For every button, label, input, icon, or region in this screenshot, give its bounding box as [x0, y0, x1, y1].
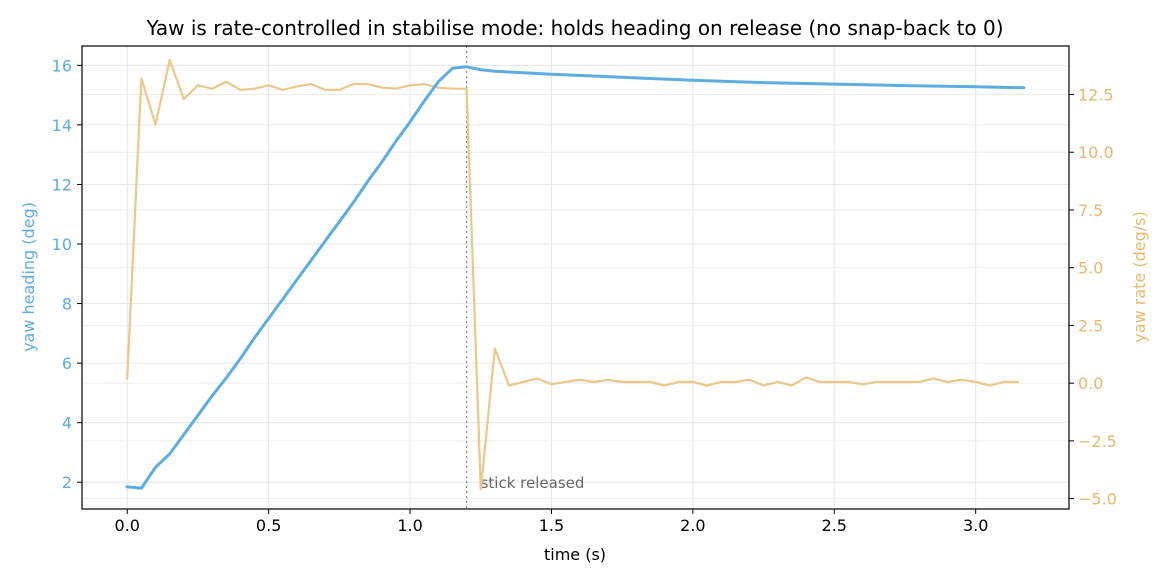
series-layer — [125, 58, 1026, 491]
y-right-tick-label: 12.5 — [1078, 85, 1114, 104]
y-right-tick-label: −2.5 — [1078, 432, 1117, 451]
y-right-tick-label: 10.0 — [1078, 143, 1114, 162]
y-axis-left: 2 4 6 8 10 12 14 16 — [52, 56, 82, 492]
y-axis-left-title: yaw heading (deg) — [19, 202, 38, 352]
x-axis-title: time (s) — [544, 545, 606, 564]
y-axis-right-title: yaw rate (deg/s) — [1130, 211, 1149, 342]
stick-release-label: stick released — [481, 474, 585, 492]
x-tick-label: 1.0 — [397, 516, 422, 535]
y-left-tick-label: 14 — [52, 116, 72, 135]
x-axis: 0.0 0.5 1.0 1.5 2.0 2.5 3.0 — [115, 509, 988, 535]
y-left-tick-label: 10 — [52, 235, 72, 254]
y-right-tick-label: 0.0 — [1078, 374, 1103, 393]
plot-frame — [81, 45, 1070, 510]
x-tick-label: 0.0 — [115, 516, 140, 535]
y-left-tick-label: 6 — [62, 354, 72, 373]
y-right-tick-label: −5.0 — [1078, 490, 1117, 509]
y-left-tick-label: 16 — [52, 56, 72, 75]
x-tick-label: 0.5 — [256, 516, 281, 535]
chart-title: Yaw is rate-controlled in stabilise mode… — [145, 16, 1003, 40]
y-left-tick-label: 12 — [52, 175, 72, 194]
series-line-yaw-heading — [125, 65, 1026, 490]
series-line-yaw-rate — [126, 58, 1020, 491]
y-left-tick-label: 8 — [62, 295, 72, 314]
y-right-tick-label: 5.0 — [1078, 259, 1103, 278]
x-tick-label: 2.0 — [680, 516, 705, 535]
annotation-layer: stick released — [466, 46, 585, 509]
y-left-tick-label: 4 — [62, 414, 72, 433]
y-right-tick-label: 7.5 — [1078, 201, 1103, 220]
y-axis-right: −5.0 −2.5 0.0 2.5 5.0 7.5 10.0 12.5 — [1069, 85, 1117, 509]
y-left-tick-label: 2 — [62, 473, 72, 492]
y-right-tick-label: 2.5 — [1078, 316, 1103, 335]
x-tick-label: 2.5 — [822, 516, 847, 535]
x-tick-label: 3.0 — [963, 516, 988, 535]
x-tick-label: 1.5 — [539, 516, 564, 535]
